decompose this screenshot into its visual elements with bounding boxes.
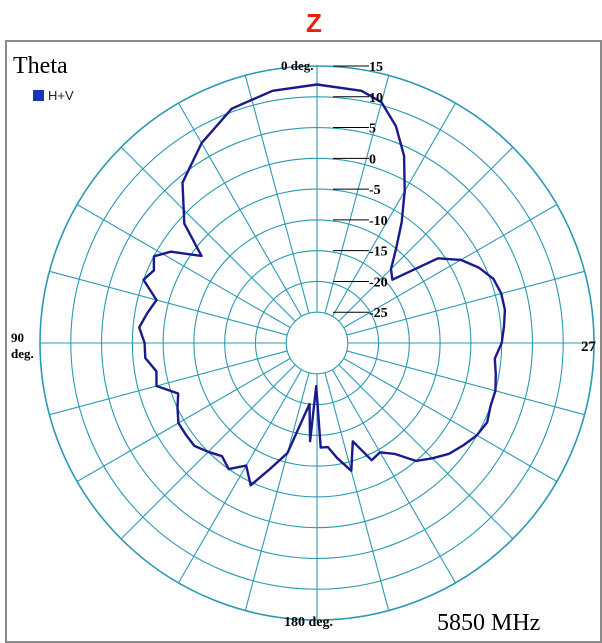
grid-spoke (346, 350, 585, 416)
chart-border (5, 40, 602, 643)
radial-tick-label: -5 (369, 183, 381, 198)
grid-spoke (178, 102, 303, 317)
grid-spoke (120, 146, 296, 322)
grid-spoke (324, 75, 390, 314)
radial-tick-label: -15 (369, 245, 388, 260)
angle-label-left-value: 90 (11, 330, 24, 345)
z-axis-letter: Z (306, 8, 322, 38)
radial-tick-label: 0 (369, 152, 376, 167)
grid-spoke (76, 357, 291, 482)
polar-chart: 15 10 5 0 -5 -10 -15 -20 -25 Theta H+V 0 deg. 90… (5, 40, 602, 643)
angle-label-bottom: 180 deg. (284, 615, 333, 630)
grid-spoke (49, 270, 288, 336)
grid-spoke (338, 364, 514, 540)
radial-tick-label: 15 (369, 60, 383, 75)
radial-tick-labels: 15 10 5 0 -5 -10 -15 -20 -25 (333, 60, 388, 321)
grid-spoke (178, 369, 303, 584)
radial-tick-label: 10 (369, 91, 383, 106)
grid-spoke (331, 369, 456, 584)
chart-title: Theta (13, 53, 68, 79)
grid-spoke (244, 75, 310, 314)
grid-spoke (343, 204, 558, 329)
series-trace-h-v (138, 83, 507, 487)
polar-chart-frame: 15 10 5 0 -5 -10 -15 -20 -25 Theta H+V 0 deg. 90… (5, 40, 602, 643)
legend-swatch-h-v (33, 90, 44, 101)
grid-spoke (49, 350, 288, 416)
radial-tick-label: 5 (369, 122, 376, 137)
radial-tick-label: -25 (369, 306, 388, 321)
legend-label-h-v: H+V (48, 88, 74, 103)
grid-spoke (76, 204, 291, 329)
angle-label-right: 27 (581, 339, 597, 355)
grid-spoke (346, 270, 585, 336)
frequency-label: 5850 MHz (437, 610, 540, 636)
grid-spoke (244, 372, 310, 611)
radial-tick-label: -20 (369, 275, 388, 290)
grid-spoke (338, 146, 514, 322)
grid-spoke (324, 372, 390, 611)
angle-label-top: 0 deg. (281, 58, 314, 73)
angle-label-left-unit: deg. (11, 346, 34, 361)
polar-grid (39, 65, 595, 621)
radial-tick-label: -10 (369, 214, 388, 229)
grid-spoke (331, 102, 456, 317)
grid-spoke (343, 357, 558, 482)
